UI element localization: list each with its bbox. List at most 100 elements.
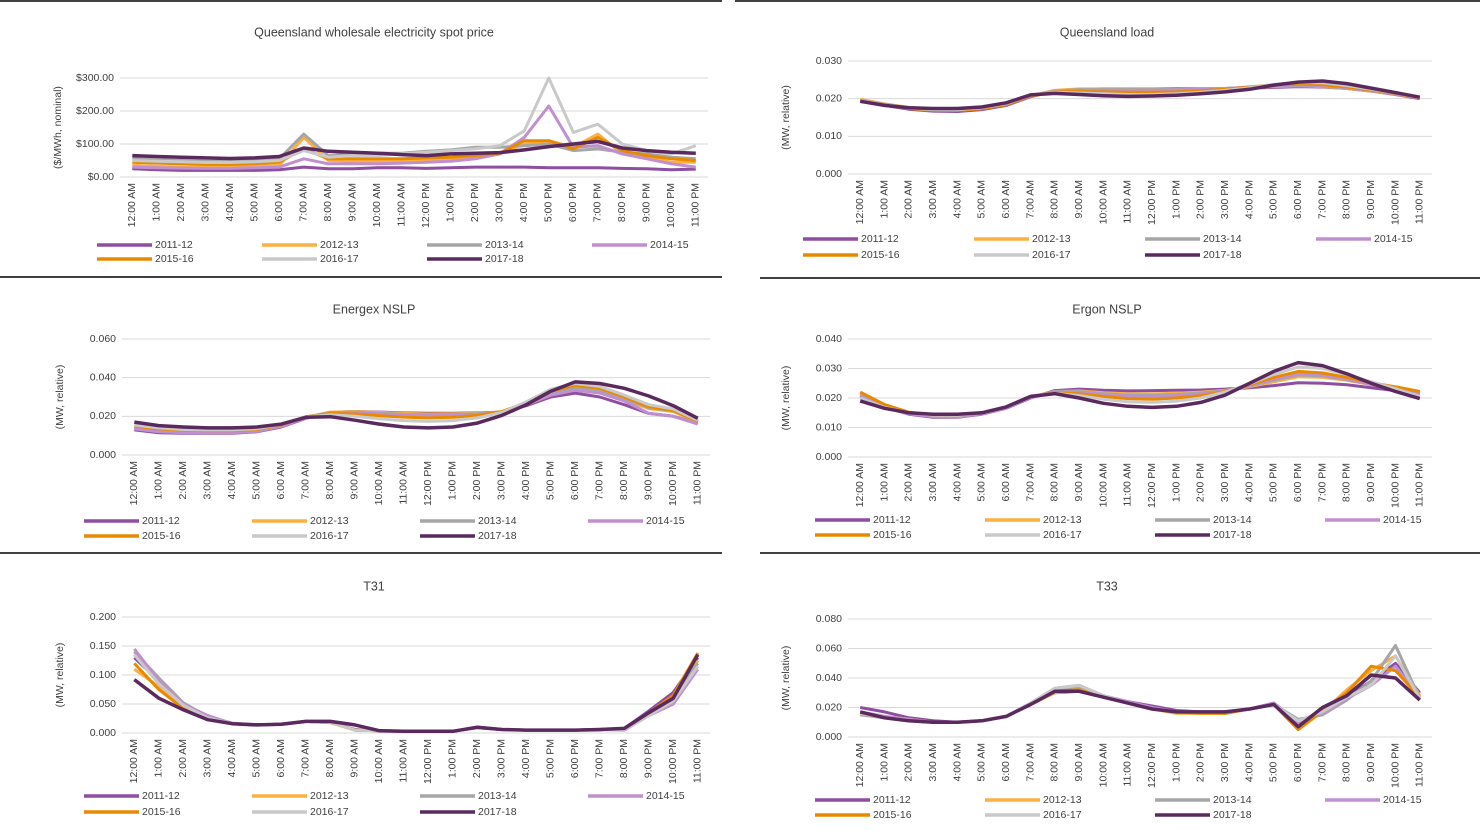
x-tick-label: 10:00 PM xyxy=(667,739,679,784)
x-tick-label: 10:00 AM xyxy=(1097,180,1109,224)
series-line xyxy=(859,673,1421,729)
x-tick-label: 9:00 PM xyxy=(641,183,653,222)
x-tick-label: 9:00 PM xyxy=(643,739,655,778)
chart-title: T33 xyxy=(1096,579,1118,593)
y-tick-label: 0.020 xyxy=(816,392,842,404)
x-tick-label: 9:00 PM xyxy=(1365,180,1377,219)
x-tick-label: 12:00 AM xyxy=(128,461,140,505)
legend-label: 2011-12 xyxy=(142,515,180,527)
x-tick-label: 1:00 AM xyxy=(153,739,165,778)
x-tick-label: 9:00 AM xyxy=(1073,180,1085,219)
x-tick-label: 5:00 AM xyxy=(251,739,263,778)
x-tick-label: 4:00 PM xyxy=(1243,743,1255,782)
x-tick-label: 7:00 PM xyxy=(1316,180,1328,219)
series-line xyxy=(133,653,700,734)
x-tick-label: 3:00 AM xyxy=(927,463,939,502)
y-tick-label: 0.000 xyxy=(816,168,842,180)
x-tick-label: 11:00 AM xyxy=(1122,463,1134,507)
x-tick-label: 3:00 PM xyxy=(496,739,508,778)
x-tick-label: 1:00 PM xyxy=(1170,463,1182,502)
y-tick-label: 0.030 xyxy=(816,362,842,374)
x-tick-label: 8:00 AM xyxy=(324,461,336,500)
y-tick-label: 0.010 xyxy=(816,421,842,433)
x-tick-label: 10:00 PM xyxy=(1389,743,1401,788)
legend-label: 2017-18 xyxy=(485,253,524,265)
x-tick-label: 2:00 PM xyxy=(1195,463,1207,502)
x-tick-label: 5:00 PM xyxy=(545,739,557,778)
x-tick-label: 6:00 PM xyxy=(1292,180,1304,219)
x-tick-label: 10:00 PM xyxy=(667,461,679,506)
x-tick-label: 6:00 PM xyxy=(1292,463,1304,502)
x-tick-label: 2:00 AM xyxy=(175,183,187,222)
legend-label: 2012-13 xyxy=(1043,794,1082,806)
series-line xyxy=(859,654,1422,724)
legend-label: 2016-17 xyxy=(1032,249,1071,261)
x-tick-label: 7:00 AM xyxy=(300,739,312,778)
x-tick-label: 6:00 AM xyxy=(1000,743,1012,782)
x-tick-label: 2:00 PM xyxy=(471,461,483,500)
legend-label: 2015-16 xyxy=(861,249,900,261)
y-tick-label: $300.00 xyxy=(76,72,114,84)
legend-label: 2014-15 xyxy=(1383,514,1422,526)
series-line xyxy=(859,79,1421,111)
series-line xyxy=(134,388,699,435)
y-tick-label: 0.040 xyxy=(90,371,116,383)
x-tick-label: 9:00 AM xyxy=(347,183,359,222)
x-tick-label: 5:00 AM xyxy=(251,461,263,500)
x-tick-label: 2:00 PM xyxy=(471,739,483,778)
series-line xyxy=(132,135,696,166)
x-tick-label: 9:00 AM xyxy=(1073,743,1085,782)
legend-label: 2011-12 xyxy=(142,790,180,802)
x-tick-label: 11:00 PM xyxy=(1414,743,1426,787)
y-tick-label: 0.000 xyxy=(816,731,842,743)
legend-label: 2013-14 xyxy=(478,790,517,802)
x-tick-label: 11:00 PM xyxy=(692,739,704,783)
x-tick-label: 2:00 AM xyxy=(177,461,189,500)
legend-label: 2017-18 xyxy=(478,530,517,542)
y-tick-label: 0.020 xyxy=(816,92,842,104)
x-tick-label: 11:00 AM xyxy=(1122,743,1134,787)
x-tick-label: 12:00 AM xyxy=(854,463,866,507)
x-tick-label: 8:00 PM xyxy=(618,739,630,778)
x-tick-label: 8:00 PM xyxy=(1341,180,1353,219)
series-line xyxy=(860,654,1422,732)
y-tick-label: 0.020 xyxy=(90,410,116,422)
series-line xyxy=(133,647,700,733)
series-line xyxy=(859,661,1421,724)
legend-label: 2013-14 xyxy=(1213,514,1252,526)
legend-label: 2016-17 xyxy=(1043,529,1082,541)
legend-label: 2011-12 xyxy=(861,233,899,245)
x-tick-label: 12:00 AM xyxy=(854,180,866,224)
x-tick-label: 6:00 AM xyxy=(273,183,285,222)
x-tick-label: 7:00 AM xyxy=(300,461,312,500)
y-tick-label: 0.150 xyxy=(90,640,116,652)
x-tick-label: 6:00 PM xyxy=(1292,743,1304,782)
x-tick-label: 7:00 PM xyxy=(594,461,606,500)
series-line xyxy=(134,382,699,432)
y-axis-label: (MW, relative) xyxy=(780,85,792,150)
x-tick-label: 1:00 PM xyxy=(1170,180,1182,219)
legend-label: 2014-15 xyxy=(646,515,685,527)
x-tick-label: 9:00 PM xyxy=(1365,463,1377,502)
y-tick-label: 0.000 xyxy=(90,727,116,739)
x-tick-label: 9:00 AM xyxy=(1073,463,1085,502)
x-tick-label: 12:00 PM xyxy=(422,739,434,784)
x-tick-label: 9:00 PM xyxy=(1365,743,1377,782)
x-tick-label: 7:00 AM xyxy=(1024,743,1036,782)
x-tick-label: 8:00 PM xyxy=(1341,463,1353,502)
x-tick-label: 3:00 PM xyxy=(496,461,508,500)
legend-label: 2016-17 xyxy=(320,253,359,265)
y-tick-label: $0.00 xyxy=(88,171,114,183)
y-tick-label: 0.200 xyxy=(90,611,116,623)
chart-title: Queensland load xyxy=(1060,25,1155,39)
x-tick-label: 4:00 PM xyxy=(520,739,532,778)
x-tick-label: 10:00 PM xyxy=(1389,180,1401,225)
y-axis-label: (MW, relative) xyxy=(780,366,792,431)
x-tick-label: 12:00 AM xyxy=(126,183,138,227)
x-tick-label: 11:00 AM xyxy=(398,461,410,505)
y-axis-label: (MW, relative) xyxy=(780,646,792,711)
x-tick-label: 10:00 AM xyxy=(1097,463,1109,507)
x-tick-label: 5:00 PM xyxy=(543,183,555,222)
legend-label: 2015-16 xyxy=(873,529,912,541)
x-tick-label: 4:00 PM xyxy=(1243,463,1255,502)
